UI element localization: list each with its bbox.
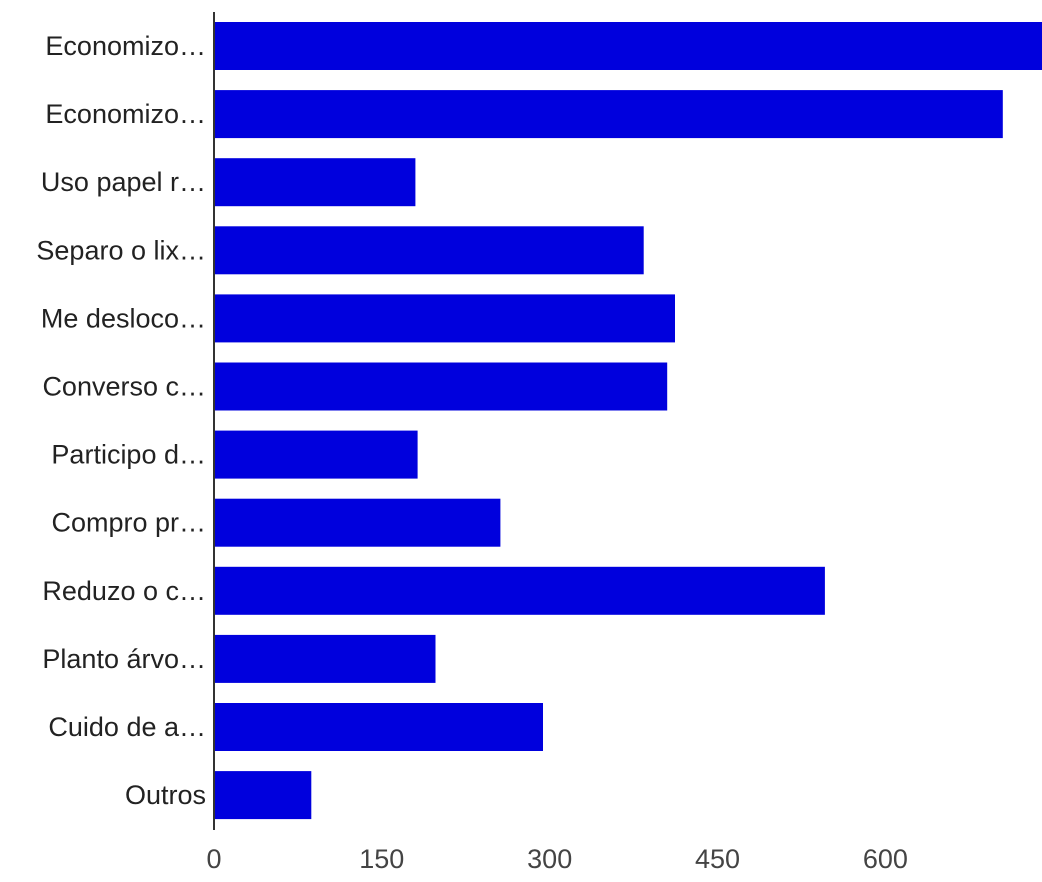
x-tick-label-150: 150	[359, 844, 404, 874]
category-label-1: Economizo…	[45, 31, 206, 61]
x-tick-label-600: 600	[863, 844, 908, 874]
bar-7	[214, 430, 418, 479]
category-label-5: Me desloco…	[41, 303, 206, 333]
category-label-9: Reduzo o c…	[42, 576, 206, 606]
category-label-11: Cuido de a…	[48, 712, 206, 742]
category-label-7: Participo d…	[51, 440, 206, 470]
category-labels: Economizo… Economizo… Uso papel r… Separo o…	[36, 31, 206, 810]
bar-2	[214, 90, 1003, 139]
category-label-8: Compro pr…	[51, 508, 206, 538]
x-tick-label-450: 450	[695, 844, 740, 874]
x-tick-labels: 0 150 300 450 600	[206, 844, 907, 874]
bars-group	[214, 22, 1042, 820]
bar-11	[214, 703, 543, 751]
category-label-10: Planto árvo…	[42, 644, 206, 674]
bar-6	[214, 362, 668, 411]
category-label-2: Economizo…	[45, 99, 206, 129]
bar-5	[214, 294, 675, 343]
category-label-3: Uso papel r…	[41, 167, 206, 197]
category-label-6: Converso c…	[42, 372, 206, 402]
bar-10	[214, 634, 436, 683]
category-label-12: Outros	[125, 780, 206, 810]
category-label-4: Separo o lix…	[36, 235, 206, 265]
bar-4	[214, 226, 644, 275]
bar-12	[214, 771, 312, 820]
bar-9	[214, 566, 825, 615]
bar-3	[214, 158, 416, 207]
x-tick-label-0: 0	[206, 844, 221, 874]
x-tick-label-300: 300	[527, 844, 572, 874]
bar-1	[214, 22, 1042, 70]
bar-8	[214, 498, 501, 547]
